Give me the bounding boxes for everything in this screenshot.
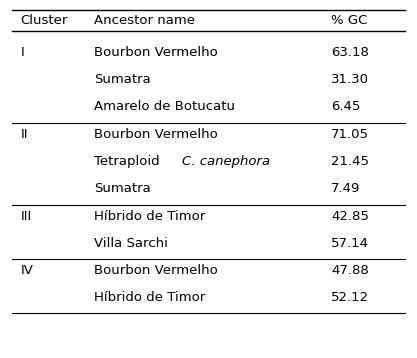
Text: Bourbon Vermelho: Bourbon Vermelho (94, 264, 218, 277)
Text: 42.85: 42.85 (331, 209, 369, 223)
Text: Ancestor name: Ancestor name (94, 14, 195, 27)
Text: I: I (20, 46, 24, 59)
Text: II: II (20, 128, 28, 141)
Text: 52.12: 52.12 (331, 291, 369, 304)
Text: % GC: % GC (331, 14, 367, 27)
Text: III: III (20, 209, 32, 223)
Text: Híbrido de Timor: Híbrido de Timor (94, 209, 205, 223)
Text: Cluster: Cluster (20, 14, 68, 27)
Text: IV: IV (20, 264, 33, 277)
Text: 21.45: 21.45 (331, 155, 369, 168)
Text: Bourbon Vermelho: Bourbon Vermelho (94, 128, 218, 141)
Text: 71.05: 71.05 (331, 128, 369, 141)
Text: Amarelo de Botucatu: Amarelo de Botucatu (94, 101, 235, 113)
Text: Bourbon Vermelho: Bourbon Vermelho (94, 46, 218, 59)
Text: 6.45: 6.45 (331, 101, 360, 113)
Text: 57.14: 57.14 (331, 237, 369, 250)
Text: C. canephora: C. canephora (182, 155, 271, 168)
Text: Sumatra: Sumatra (94, 73, 151, 86)
Text: Sumatra: Sumatra (94, 182, 151, 195)
Text: 47.88: 47.88 (331, 264, 369, 277)
Text: 31.30: 31.30 (331, 73, 369, 86)
Text: Híbrido de Timor: Híbrido de Timor (94, 291, 205, 304)
Text: Villa Sarchi: Villa Sarchi (94, 237, 168, 250)
Text: 7.49: 7.49 (331, 182, 360, 195)
Text: Tetraploid: Tetraploid (94, 155, 164, 168)
Text: 63.18: 63.18 (331, 46, 369, 59)
